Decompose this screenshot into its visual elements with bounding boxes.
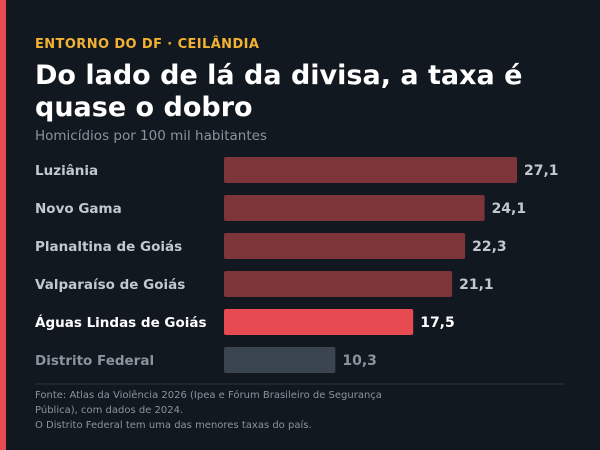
value-label-aguas-lindas-de-goias: 17,5 [420, 315, 455, 331]
value-label-luziania: 27,1 [524, 163, 559, 179]
bar-luziania [224, 157, 517, 183]
footer-source-line-2: Pública), com dados de 2024. [35, 405, 184, 416]
chart-subtitle: Homicídios por 100 mil habitantes [35, 128, 267, 144]
bar-valparaiso-de-goias [224, 271, 453, 297]
value-label-novo-gama: 24,1 [492, 201, 527, 217]
category-label-valparaiso-de-goias: Valparaíso de Goiás [35, 277, 185, 293]
footer-note-line: O Distrito Federal tem uma das menores t… [35, 420, 312, 431]
category-label-aguas-lindas-de-goias: Águas Lindas de Goiás [35, 314, 207, 331]
value-label-distrito-federal: 10,3 [342, 353, 377, 369]
bar-aguas-lindas-de-goias [224, 309, 414, 335]
footer-source-line-1: Fonte: Atlas da Violência 2026 (Ipea e F… [35, 390, 382, 401]
kicker: ENTORNO DO DF · CEILÂNDIA [35, 37, 260, 52]
category-label-luziania: Luziânia [35, 163, 98, 179]
footer-note: Fonte: Atlas da Violência 2026 (Ipea e F… [35, 388, 395, 433]
category-label-planaltina-de-goias: Planaltina de Goiás [35, 239, 182, 255]
bar-distrito-federal [224, 347, 336, 373]
bar-novo-gama [224, 195, 485, 221]
category-label-novo-gama: Novo Gama [35, 201, 122, 217]
category-label-distrito-federal: Distrito Federal [35, 353, 154, 369]
chart-title: Do lado de lá da divisa, a taxa é quase … [35, 60, 523, 123]
value-label-planaltina-de-goias: 22,3 [472, 239, 507, 255]
bar-planaltina-de-goias [224, 233, 466, 259]
accent-stripe [0, 0, 6, 450]
value-label-valparaiso-de-goias: 21,1 [459, 277, 494, 293]
